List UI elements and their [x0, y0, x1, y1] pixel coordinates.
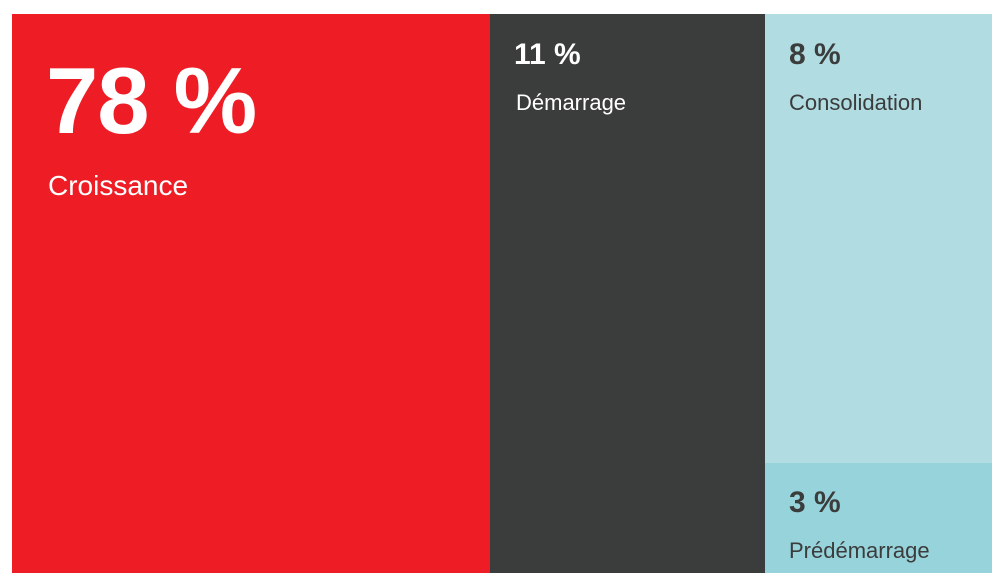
tile-demarrage: 11 % Démarrage: [490, 14, 765, 573]
tile-demarrage-value: 11 %: [514, 38, 581, 71]
tile-consolidation-label: Consolidation: [789, 90, 923, 115]
treemap-chart: 78 % Croissance 11 % Démarrage 8 % Conso…: [12, 14, 992, 573]
tile-croissance-label: Croissance: [48, 170, 189, 201]
tile-predemarrage-label: Prédémarrage: [789, 538, 930, 563]
tile-predemarrage-value: 3 %: [789, 486, 841, 519]
tile-croissance: 78 % Croissance: [12, 14, 490, 573]
tile-consolidation: 8 % Consolidation: [765, 14, 992, 463]
tile-consolidation-value: 8 %: [789, 38, 841, 71]
tile-predemarrage: 3 % Prédémarrage: [765, 463, 992, 573]
tile-demarrage-label: Démarrage: [516, 90, 627, 115]
tile-croissance-value: 78 %: [46, 48, 257, 153]
